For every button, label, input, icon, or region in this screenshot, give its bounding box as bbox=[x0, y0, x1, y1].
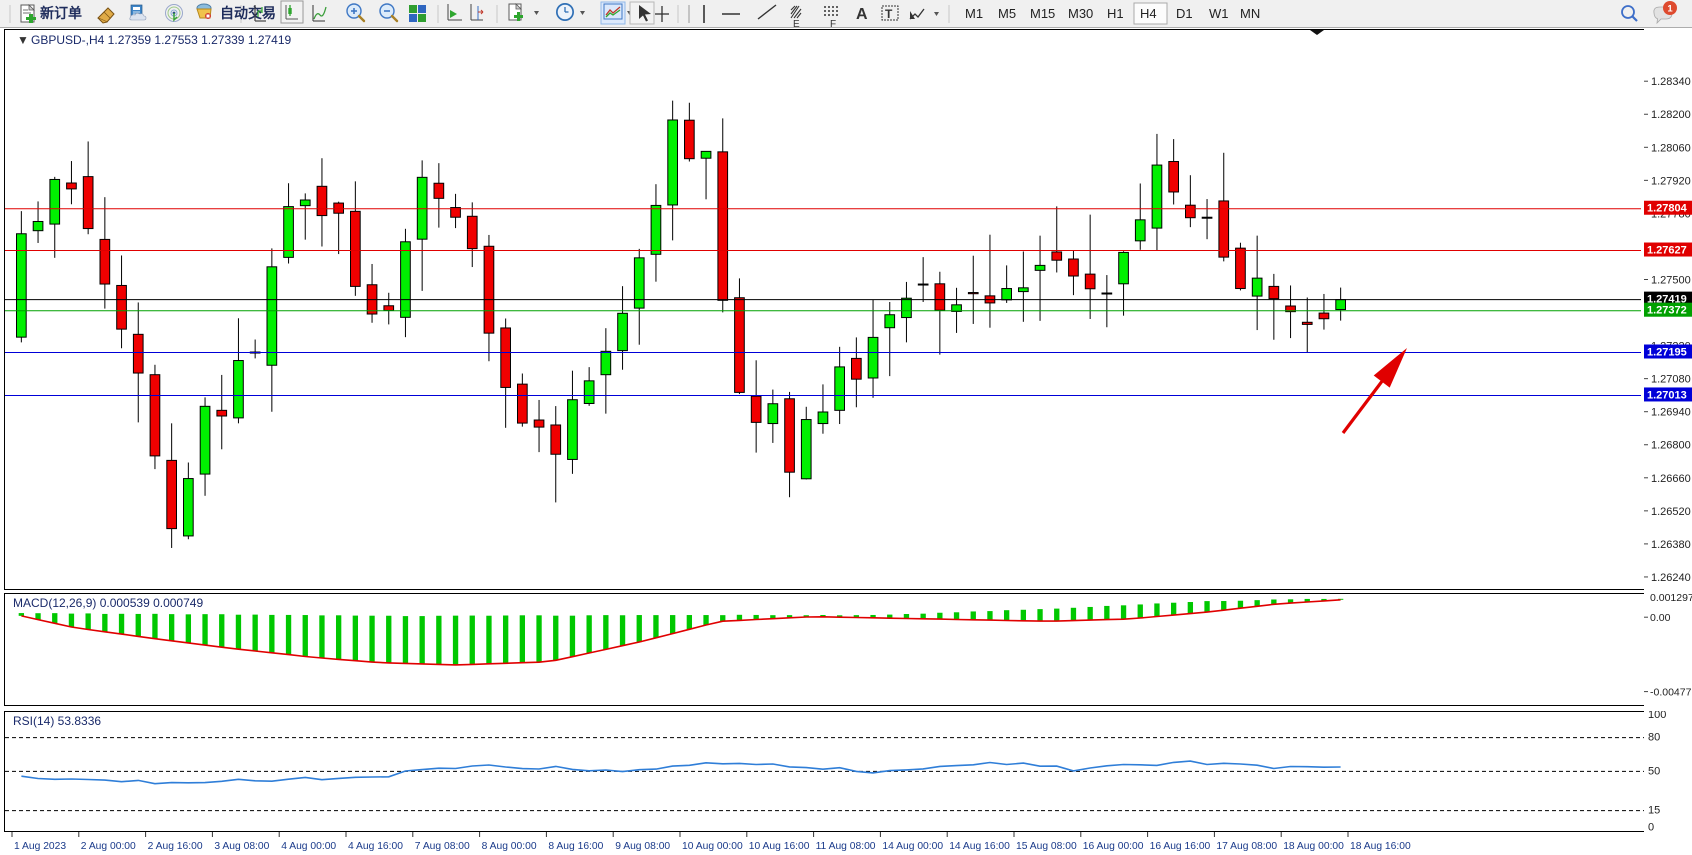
svg-text:1.26660: 1.26660 bbox=[1651, 473, 1691, 485]
svg-text:W1: W1 bbox=[1209, 6, 1229, 21]
svg-text:H4: H4 bbox=[1140, 6, 1157, 21]
svg-text:自动交易: 自动交易 bbox=[220, 5, 276, 21]
svg-text:100: 100 bbox=[1648, 711, 1666, 721]
svg-text:H1: H1 bbox=[1107, 6, 1124, 21]
svg-text:1 Aug 2023: 1 Aug 2023 bbox=[14, 841, 66, 852]
svg-text:0.001297: 0.001297 bbox=[1650, 593, 1692, 604]
svg-text:2 Aug 00:00: 2 Aug 00:00 bbox=[81, 841, 136, 852]
svg-text:1.27195: 1.27195 bbox=[1647, 347, 1687, 359]
svg-text:8 Aug 16:00: 8 Aug 16:00 bbox=[548, 841, 603, 852]
svg-text:1.28200: 1.28200 bbox=[1651, 109, 1691, 121]
svg-text:1.26240: 1.26240 bbox=[1651, 572, 1691, 584]
svg-text:50: 50 bbox=[1648, 765, 1660, 777]
svg-text:18 Aug 16:00: 18 Aug 16:00 bbox=[1350, 841, 1411, 852]
svg-text:1.27372: 1.27372 bbox=[1647, 305, 1687, 317]
svg-text:1.26520: 1.26520 bbox=[1651, 506, 1691, 518]
svg-text:1.26800: 1.26800 bbox=[1651, 440, 1691, 452]
svg-text:E: E bbox=[793, 19, 800, 28]
svg-text:4 Aug 16:00: 4 Aug 16:00 bbox=[348, 841, 403, 852]
svg-text:3 Aug 08:00: 3 Aug 08:00 bbox=[214, 841, 269, 852]
svg-text:2 Aug 16:00: 2 Aug 16:00 bbox=[148, 841, 203, 852]
svg-text:1.27080: 1.27080 bbox=[1651, 374, 1691, 386]
svg-text:15: 15 bbox=[1648, 805, 1660, 817]
svg-text:F: F bbox=[830, 19, 836, 28]
svg-text:14 Aug 16:00: 14 Aug 16:00 bbox=[949, 841, 1010, 852]
svg-text:1.27804: 1.27804 bbox=[1647, 203, 1688, 215]
svg-text:10 Aug 16:00: 10 Aug 16:00 bbox=[749, 841, 810, 852]
svg-text:1.28340: 1.28340 bbox=[1651, 76, 1691, 88]
svg-text:10 Aug 00:00: 10 Aug 00:00 bbox=[682, 841, 743, 852]
svg-text:新订单: 新订单 bbox=[40, 5, 82, 21]
svg-text:M30: M30 bbox=[1068, 6, 1093, 21]
svg-text:▼: ▼ bbox=[17, 33, 29, 47]
svg-text:1.28060: 1.28060 bbox=[1651, 142, 1691, 154]
svg-text:1: 1 bbox=[1667, 4, 1673, 15]
svg-text:9 Aug 08:00: 9 Aug 08:00 bbox=[615, 841, 670, 852]
svg-text:GBPUSD-,H4 1.27359 1.27553 1.: GBPUSD-,H4 1.27359 1.27553 1.27339 1.274… bbox=[31, 33, 292, 47]
svg-text:11 Aug 08:00: 11 Aug 08:00 bbox=[816, 841, 876, 852]
svg-text:18 Aug 00:00: 18 Aug 00:00 bbox=[1283, 841, 1344, 852]
svg-text:0: 0 bbox=[1648, 821, 1654, 832]
svg-text:1.27013: 1.27013 bbox=[1647, 389, 1687, 401]
svg-text:MACD(12,26,9) 0.000539 0.00074: MACD(12,26,9) 0.000539 0.000749 bbox=[13, 596, 203, 610]
svg-text:80: 80 bbox=[1648, 732, 1660, 744]
svg-text:7 Aug 08:00: 7 Aug 08:00 bbox=[415, 841, 470, 852]
svg-text:A: A bbox=[856, 6, 868, 23]
svg-text:17 Aug 08:00: 17 Aug 08:00 bbox=[1216, 841, 1277, 852]
svg-text:1.26380: 1.26380 bbox=[1651, 539, 1691, 551]
svg-text:1.27500: 1.27500 bbox=[1651, 274, 1691, 286]
svg-text:16 Aug 16:00: 16 Aug 16:00 bbox=[1150, 841, 1211, 852]
svg-text:T: T bbox=[885, 7, 893, 21]
svg-text:-0.004777: -0.004777 bbox=[1650, 687, 1692, 699]
svg-text:4 Aug 00:00: 4 Aug 00:00 bbox=[281, 841, 336, 852]
svg-text:D1: D1 bbox=[1176, 6, 1193, 21]
svg-text:M1: M1 bbox=[965, 6, 983, 21]
svg-text:MN: MN bbox=[1240, 6, 1260, 21]
svg-text:0.00: 0.00 bbox=[1650, 612, 1671, 624]
svg-text:1.27920: 1.27920 bbox=[1651, 175, 1691, 187]
svg-text:RSI(14) 53.8336: RSI(14) 53.8336 bbox=[13, 714, 101, 728]
svg-text:M5: M5 bbox=[998, 6, 1016, 21]
svg-text:15 Aug 08:00: 15 Aug 08:00 bbox=[1016, 841, 1077, 852]
svg-text:1.27627: 1.27627 bbox=[1647, 245, 1687, 257]
svg-text:1.26940: 1.26940 bbox=[1651, 407, 1691, 419]
svg-text:8 Aug 00:00: 8 Aug 00:00 bbox=[482, 841, 537, 852]
svg-text:16 Aug 00:00: 16 Aug 00:00 bbox=[1083, 841, 1144, 852]
svg-text:M15: M15 bbox=[1030, 6, 1055, 21]
svg-text:14 Aug 00:00: 14 Aug 00:00 bbox=[882, 841, 943, 852]
